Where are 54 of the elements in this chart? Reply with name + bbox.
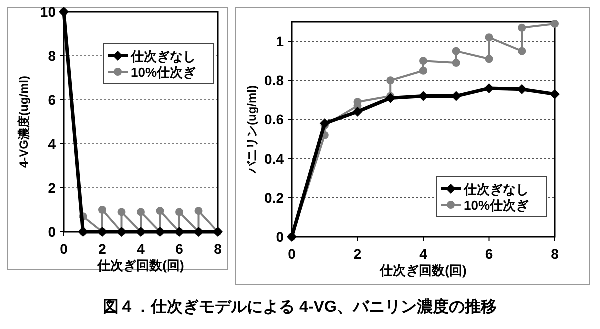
legend-label: 10%仕次ぎ xyxy=(131,65,196,80)
y-tick-label: 0.4 xyxy=(264,150,284,167)
point xyxy=(176,208,184,216)
point xyxy=(484,83,494,94)
x-tick-label: 0 xyxy=(60,241,68,257)
y-tick-label: 0.2 xyxy=(264,190,284,206)
point xyxy=(320,118,330,129)
y-axis-title: バニリン(ug/ml) xyxy=(245,86,259,174)
point xyxy=(452,59,460,68)
y-tick-label: 0.8 xyxy=(264,72,284,89)
point xyxy=(550,89,560,100)
legend-label: 仕次ぎなし xyxy=(463,182,529,197)
legend-label: 10%仕次ぎ xyxy=(464,198,530,213)
point xyxy=(118,208,126,216)
point xyxy=(420,57,428,66)
y-tick-label: 10 xyxy=(40,4,56,20)
x-tick-label: 2 xyxy=(98,241,107,257)
y-tick-label: 4 xyxy=(48,136,56,152)
x-tick-label: 6 xyxy=(176,241,184,257)
y-tick-label: 0 xyxy=(48,224,56,240)
point xyxy=(452,47,460,56)
x-tick-label: 4 xyxy=(137,241,146,257)
x-axis-title: 仕次ぎ回数(回) xyxy=(379,263,467,278)
point xyxy=(156,207,164,216)
y-tick-label: 6 xyxy=(48,92,56,108)
x-tick-label: 8 xyxy=(214,241,222,257)
x-tick-label: 8 xyxy=(551,246,560,262)
point xyxy=(418,91,428,102)
point xyxy=(420,66,428,75)
point xyxy=(517,84,528,94)
legend-label: 仕次ぎなし xyxy=(130,49,196,64)
caption: 図４．仕次ぎモデルによる 4-VG、バニリン濃度の推移 xyxy=(103,297,497,316)
y-tick-label: 2 xyxy=(48,180,56,196)
point xyxy=(485,55,494,64)
x-tick-label: 6 xyxy=(485,246,494,262)
x-axis-title: 仕次ぎ回数(回) xyxy=(96,258,184,273)
point xyxy=(518,24,526,32)
point xyxy=(137,208,145,216)
point xyxy=(485,34,494,42)
y-tick-label: 0 xyxy=(276,229,284,245)
y-tick-label: 0.6 xyxy=(264,112,284,128)
point xyxy=(98,206,106,214)
point xyxy=(386,93,396,104)
y-tick-label: 8 xyxy=(48,48,56,64)
point xyxy=(518,47,526,56)
x-tick-label: 4 xyxy=(420,246,428,262)
x-tick-label: 2 xyxy=(354,246,362,262)
x-tick-label: 0 xyxy=(288,246,296,262)
y-axis-title: 4-VG濃度(ug/ml) xyxy=(17,76,31,168)
point xyxy=(386,76,395,85)
point xyxy=(194,207,203,216)
point xyxy=(551,20,559,28)
y-tick-label: 1 xyxy=(276,34,284,50)
point xyxy=(352,106,363,117)
